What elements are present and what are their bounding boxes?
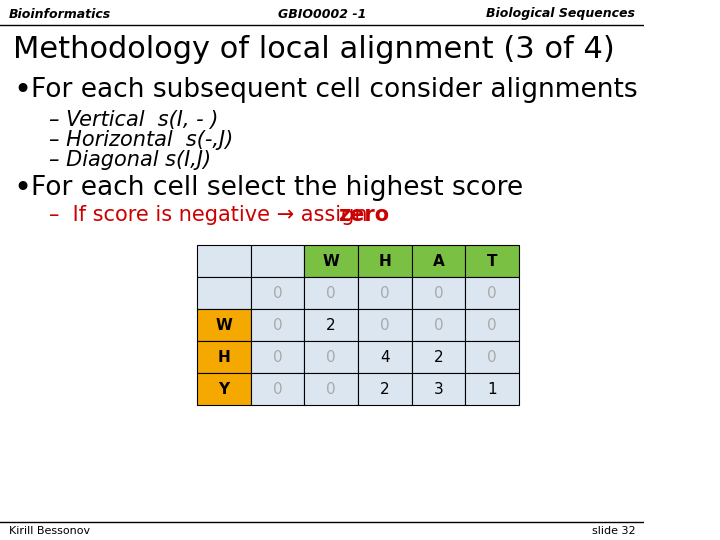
Text: Y: Y (218, 381, 229, 396)
Text: 0: 0 (487, 286, 497, 300)
Bar (358, 373, 412, 405)
Text: Kirill Bessonov: Kirill Bessonov (9, 526, 90, 536)
Bar (305, 277, 358, 309)
Bar (465, 245, 519, 277)
Text: 0: 0 (487, 349, 497, 364)
Bar (197, 277, 251, 309)
Bar (465, 341, 519, 373)
Text: zero: zero (338, 205, 390, 225)
Bar (251, 277, 305, 309)
Text: GBIO0002 -1: GBIO0002 -1 (278, 8, 366, 21)
Bar (412, 245, 465, 277)
Text: A: A (433, 253, 444, 268)
Text: For each subsequent cell consider alignments: For each subsequent cell consider alignm… (31, 77, 638, 103)
Text: – Vertical  s(I, - ): – Vertical s(I, - ) (49, 110, 219, 130)
Text: 0: 0 (273, 286, 282, 300)
Text: 2: 2 (326, 318, 336, 333)
Bar (251, 245, 305, 277)
Text: W: W (215, 318, 232, 333)
Bar (197, 341, 251, 373)
Bar (251, 373, 305, 405)
Text: Methodology of local alignment (3 of 4): Methodology of local alignment (3 of 4) (14, 36, 615, 64)
Text: 0: 0 (273, 349, 282, 364)
Text: 1: 1 (487, 381, 497, 396)
Text: 0: 0 (273, 381, 282, 396)
Text: For each cell select the highest score: For each cell select the highest score (31, 175, 523, 201)
Bar (412, 277, 465, 309)
Text: 0: 0 (433, 318, 444, 333)
Text: 0: 0 (326, 349, 336, 364)
Bar (465, 309, 519, 341)
Bar (465, 373, 519, 405)
Text: 0: 0 (487, 318, 497, 333)
Bar (412, 373, 465, 405)
Text: 2: 2 (380, 381, 390, 396)
Text: – Horizontal  s(-,J): – Horizontal s(-,J) (49, 130, 233, 150)
Bar (251, 309, 305, 341)
Text: H: H (379, 253, 391, 268)
Text: Biological Sequences: Biological Sequences (486, 8, 635, 21)
Text: T: T (487, 253, 498, 268)
Bar (465, 277, 519, 309)
Bar (305, 373, 358, 405)
Bar (305, 341, 358, 373)
Text: –  If score is negative → assign: – If score is negative → assign (49, 205, 374, 225)
Bar (358, 277, 412, 309)
Text: •: • (14, 76, 32, 105)
Bar (412, 341, 465, 373)
Text: 0: 0 (380, 318, 390, 333)
Text: 4: 4 (380, 349, 390, 364)
Bar (305, 245, 358, 277)
Bar (197, 309, 251, 341)
Text: 0: 0 (326, 381, 336, 396)
Bar (197, 373, 251, 405)
Bar (358, 309, 412, 341)
Text: 0: 0 (433, 286, 444, 300)
Bar (412, 309, 465, 341)
Text: slide 32: slide 32 (592, 526, 635, 536)
Bar (358, 341, 412, 373)
Text: – Diagonal s(I,J): – Diagonal s(I,J) (49, 150, 212, 170)
Text: H: H (217, 349, 230, 364)
Bar (251, 341, 305, 373)
Text: 2: 2 (433, 349, 444, 364)
Text: W: W (323, 253, 340, 268)
Text: Bioinformatics: Bioinformatics (9, 8, 111, 21)
Text: 0: 0 (273, 318, 282, 333)
Text: 0: 0 (380, 286, 390, 300)
Bar (358, 245, 412, 277)
Text: 0: 0 (326, 286, 336, 300)
Bar (197, 245, 251, 277)
Bar (305, 309, 358, 341)
Text: •: • (14, 173, 32, 202)
Text: 3: 3 (433, 381, 444, 396)
